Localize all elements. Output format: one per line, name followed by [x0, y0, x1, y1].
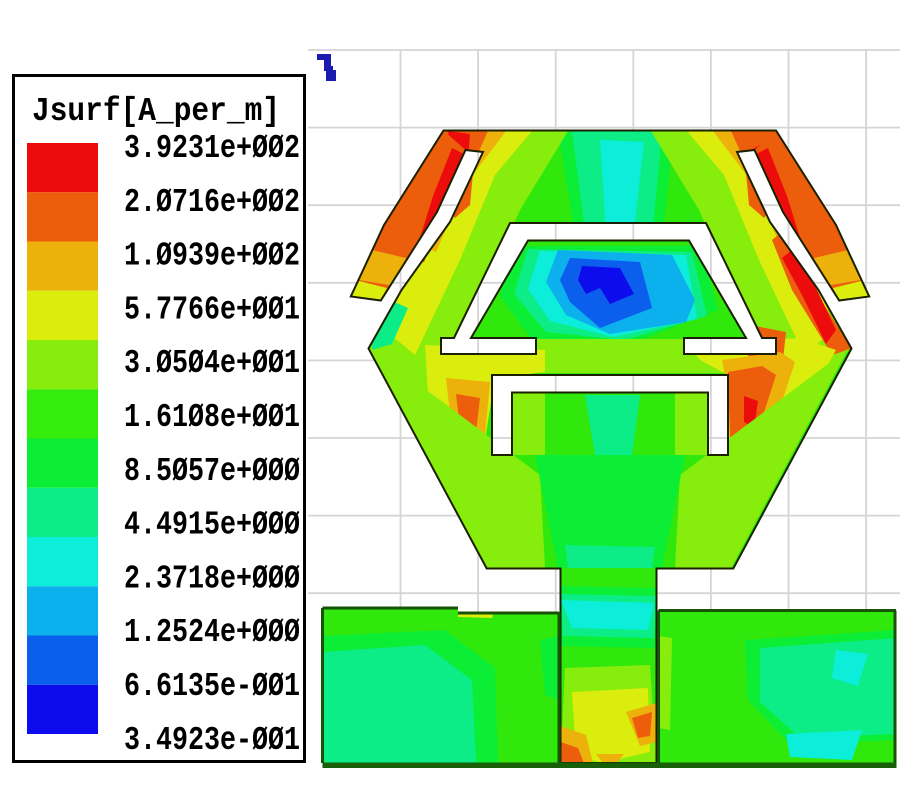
svg-text:1.Ø939e+ØØ2: 1.Ø939e+ØØ2	[124, 238, 300, 275]
svg-text:2.Ø716e+ØØ2: 2.Ø716e+ØØ2	[124, 184, 300, 221]
svg-text:3.9231e+ØØ2: 3.9231e+ØØ2	[124, 130, 300, 167]
svg-text:3.Ø5Ø4e+ØØ1: 3.Ø5Ø4e+ØØ1	[124, 345, 300, 382]
svg-text:Jsurf[A_per_m]: Jsurf[A_per_m]	[32, 93, 280, 130]
svg-text:5.7766e+ØØ1: 5.7766e+ØØ1	[124, 291, 300, 328]
svg-text:6.6135e-ØØ1: 6.6135e-ØØ1	[124, 668, 300, 705]
svg-text:1.2524e+ØØØ: 1.2524e+ØØØ	[124, 614, 300, 651]
svg-text:2.3718e+ØØØ: 2.3718e+ØØØ	[124, 560, 300, 597]
svg-text:4.4915e+ØØØ: 4.4915e+ØØØ	[124, 507, 300, 544]
svg-text:1.61Ø8e+ØØ1: 1.61Ø8e+ØØ1	[124, 399, 300, 436]
svg-text:8.5Ø57e+ØØØ: 8.5Ø57e+ØØØ	[124, 453, 300, 490]
svg-text:3.4923e-ØØ1: 3.4923e-ØØ1	[124, 722, 300, 759]
